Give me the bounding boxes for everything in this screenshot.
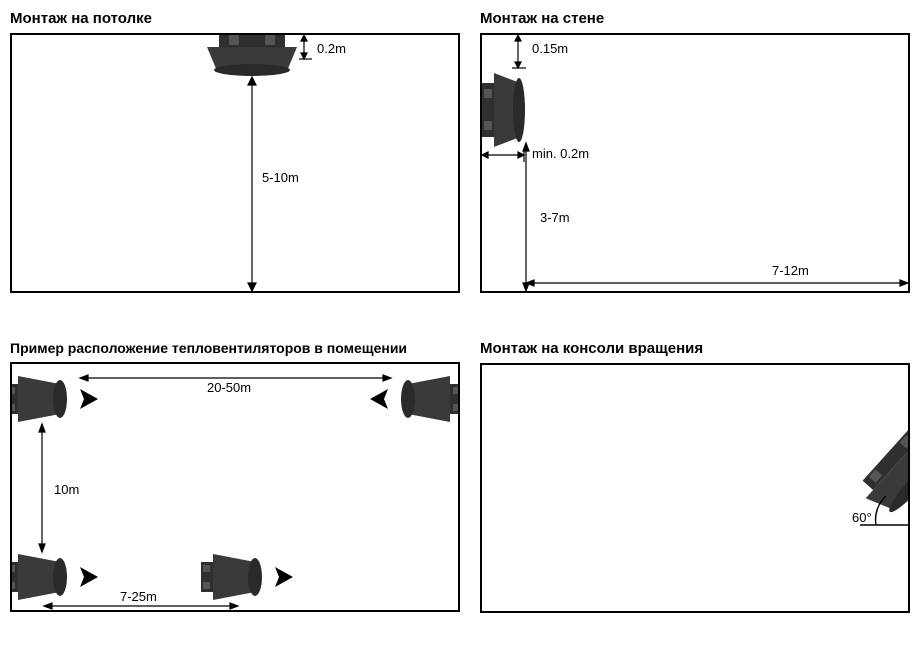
room-device-1-icon	[12, 376, 67, 422]
label-02m: 0.2m	[317, 41, 346, 56]
label-510m: 5-10m	[262, 170, 299, 185]
label-015m: 0.15m	[532, 41, 568, 56]
ceiling-device-icon	[207, 35, 297, 76]
dim-510m	[248, 77, 256, 291]
dim-02m	[299, 35, 312, 59]
room-arrow-1-icon	[80, 389, 98, 409]
room-device-2-icon	[401, 376, 458, 422]
room-arrow-2-icon	[370, 389, 388, 409]
panel-wall-title: Монтаж на стене	[480, 10, 910, 27]
label-10m: 10m	[54, 482, 79, 497]
panel-room-box: 20-50m 10m 7-25m	[10, 362, 460, 612]
dim-min02m	[482, 148, 524, 162]
ceiling-svg	[12, 35, 458, 291]
dim-712m	[526, 280, 908, 286]
wall-device-icon	[482, 73, 525, 147]
panel-ceiling: Монтаж на потолке	[10, 10, 460, 310]
label-60deg: 60°	[852, 510, 872, 525]
diagram-grid: Монтаж на потолке	[10, 10, 904, 640]
panel-room: Пример расположение тепловентиляторов в …	[10, 340, 460, 640]
room-arrow-3-icon	[80, 567, 98, 587]
dim-015m	[512, 35, 526, 68]
panel-wall: Монтаж на стене	[480, 10, 910, 310]
room-arrow-4-icon	[275, 567, 293, 587]
label-712m: 7-12m	[772, 263, 809, 278]
room-device-3-icon	[12, 554, 67, 600]
console-device-icon	[855, 420, 908, 520]
panel-console: Монтаж на консоли вращения 60°	[480, 340, 910, 640]
dim-10m	[39, 424, 45, 552]
panel-room-title: Пример расположение тепловентиляторов в …	[10, 340, 460, 356]
label-37m: 3-7m	[540, 210, 570, 225]
label-725m: 7-25m	[120, 589, 157, 604]
panel-ceiling-title: Монтаж на потолке	[10, 10, 460, 27]
wall-svg	[482, 35, 908, 291]
label-min02m: min. 0.2m	[532, 146, 589, 161]
panel-console-box: 60°	[480, 363, 910, 613]
label-2050m: 20-50m	[207, 380, 251, 395]
panel-ceiling-box: 0.2m 5-10m	[10, 33, 460, 293]
console-svg	[482, 365, 908, 611]
panel-console-title: Монтаж на консоли вращения	[480, 340, 910, 357]
room-device-4-icon	[201, 554, 262, 600]
panel-wall-box: 0.15m min. 0.2m 3-7m 7-12m	[480, 33, 910, 293]
dim-37m	[523, 143, 529, 291]
